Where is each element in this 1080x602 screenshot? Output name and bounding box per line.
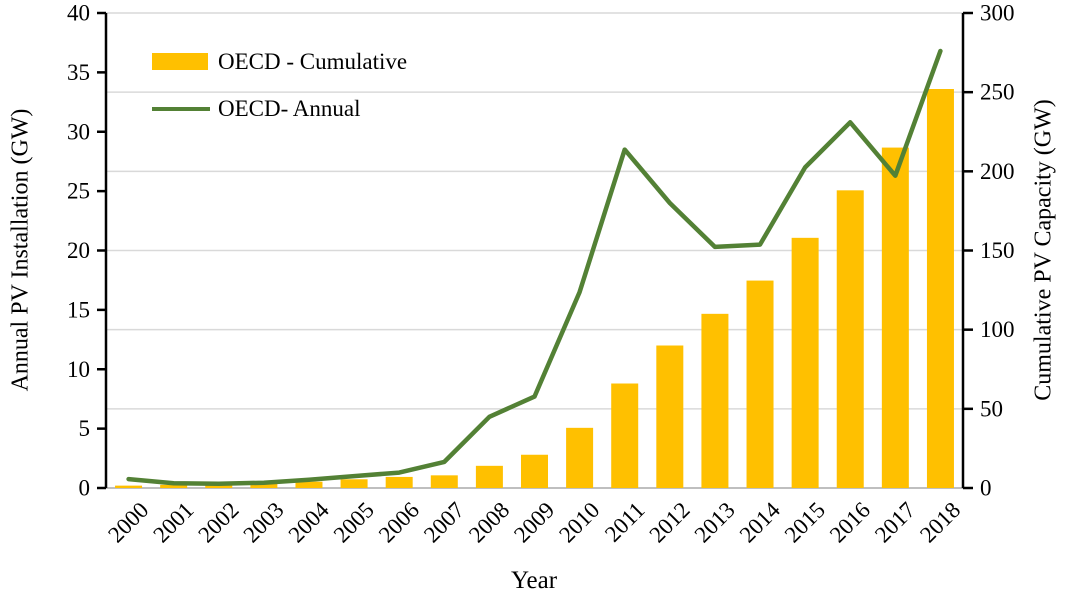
left-axis-tick-label: 35 (67, 60, 90, 85)
left-axis-tick-label: 20 (67, 238, 90, 263)
bar-2013 (701, 313, 729, 488)
bar-2004 (295, 481, 323, 488)
x-tick-label-2006: 2006 (374, 497, 424, 547)
x-tick-label-2018: 2018 (915, 497, 965, 547)
bar-2003 (250, 483, 278, 488)
right-axis-tick-label: 0 (980, 476, 992, 501)
left-axis-tick-label: 40 (67, 1, 90, 26)
left-axis-tick-label: 5 (79, 416, 91, 441)
left-axis-tick-label: 30 (67, 119, 90, 144)
x-axis-title: Year (510, 567, 558, 594)
right-axis-title: Cumulative PV Capacity (GW) (1030, 99, 1057, 401)
x-tick-label-2002: 2002 (193, 497, 243, 547)
x-tick-label-2010: 2010 (554, 497, 604, 547)
x-tick-label-2011: 2011 (600, 497, 650, 547)
x-tick-label-2014: 2014 (735, 497, 786, 548)
x-tick-label-2017: 2017 (870, 497, 920, 547)
bar-2009 (521, 454, 548, 488)
x-tick-label-2008: 2008 (464, 497, 514, 547)
bar-2012 (656, 345, 684, 488)
legend-label-cumulative: OECD - Cumulative (218, 49, 408, 74)
bar-2007 (430, 475, 458, 488)
legend-item-annual: OECD- Annual (152, 85, 407, 132)
left-axis-tick-label: 25 (67, 179, 90, 204)
left-axis-tick-label: 15 (67, 297, 90, 322)
legend-label-annual: OECD- Annual (218, 96, 361, 121)
bar-2001 (160, 484, 188, 488)
left-axis-tick-label: 0 (79, 476, 91, 501)
right-axis-tick-label: 200 (980, 159, 1015, 184)
x-tick-label-2015: 2015 (780, 497, 830, 547)
right-axis-tick-label: 100 (980, 317, 1015, 342)
x-tick-label-2004: 2004 (284, 497, 335, 548)
x-tick-label-2005: 2005 (329, 497, 379, 547)
bar-2000 (115, 485, 143, 488)
bar-2018 (926, 89, 954, 488)
bar-2008 (475, 465, 503, 488)
bar-2017 (881, 147, 909, 489)
right-axis-tick-label: 150 (980, 238, 1015, 263)
x-tick-label-2012: 2012 (644, 497, 694, 547)
bar-2016 (836, 190, 864, 489)
left-axis-tick-label: 10 (67, 357, 90, 382)
right-axis-tick-label: 300 (980, 1, 1015, 26)
bar-2011 (611, 383, 639, 488)
legend-line-swatch (152, 106, 210, 111)
bar-2010 (566, 427, 594, 488)
bar-2006 (385, 476, 413, 488)
bar-2005 (340, 479, 368, 488)
x-tick-label-2007: 2007 (419, 497, 469, 547)
annual-line (126, 48, 943, 487)
x-tick-label-2001: 2001 (148, 497, 198, 547)
x-tick-label-2003: 2003 (239, 497, 289, 547)
x-tick-label-2009: 2009 (509, 497, 559, 547)
right-axis-tick-label: 50 (980, 396, 1003, 421)
x-tick-label-2016: 2016 (825, 497, 875, 547)
left-axis-title: Annual PV Installation (GW) (7, 108, 34, 392)
right-axis-tick-label: 250 (980, 80, 1015, 105)
legend-bar-swatch (152, 53, 208, 70)
legend-item-cumulative: OECD - Cumulative (152, 38, 407, 85)
x-tick-label-2000: 2000 (103, 497, 153, 547)
legend: OECD - Cumulative OECD- Annual (152, 38, 407, 132)
x-tick-label-2013: 2013 (690, 497, 740, 547)
bar-2014 (746, 280, 774, 488)
bar-2015 (791, 237, 819, 488)
